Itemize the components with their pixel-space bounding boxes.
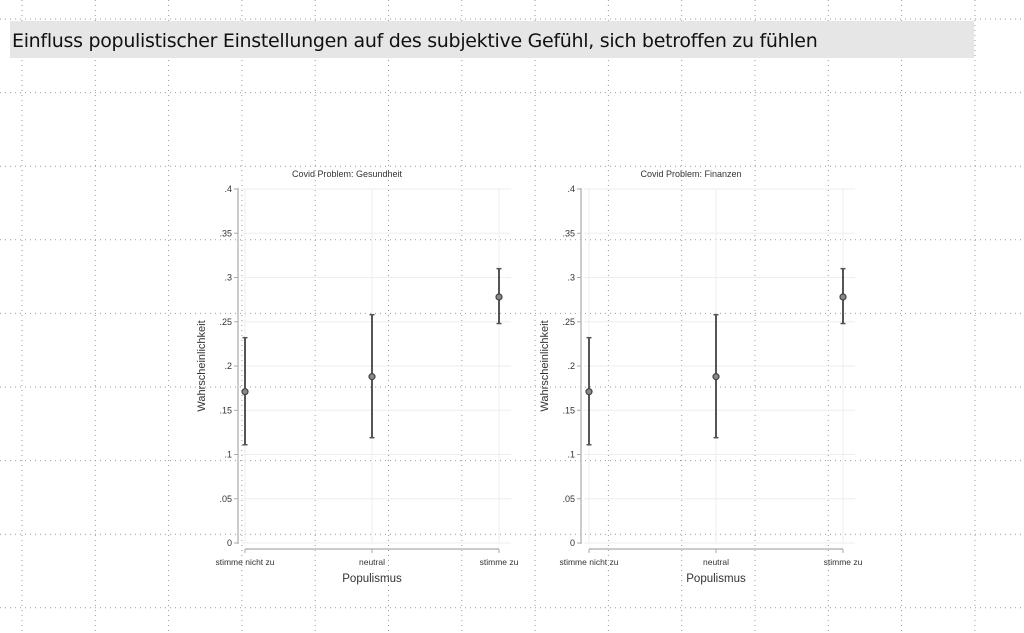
- y-tick-label: .05: [562, 494, 575, 504]
- y-tick-label: .15: [219, 405, 232, 415]
- x-tick-label: stimme zu: [824, 557, 863, 567]
- y-tick-label: .15: [562, 405, 575, 415]
- y-tick-label: .4: [224, 184, 232, 194]
- y-tick-label: .4: [567, 184, 575, 194]
- y-tick-label: .1: [567, 450, 575, 460]
- y-tick-label: .35: [219, 228, 232, 238]
- data-point: [495, 293, 503, 301]
- chart-panel-2: 0 .05 .1 .15 .2 .25 .3 .35 .4 stimme nicht zu neut…: [539, 169, 863, 585]
- y-tick-label: .3: [567, 273, 575, 283]
- data-point: [712, 373, 720, 381]
- y-tick-label: 0: [570, 538, 575, 548]
- x-tick-label: stimme zu: [480, 557, 519, 567]
- y-tick-label: .2: [224, 361, 232, 371]
- chart-title: Covid Problem: Gesundheit: [292, 169, 403, 179]
- chart-title: Covid Problem: Finanzen: [640, 169, 741, 179]
- y-tick-label: .1: [224, 450, 232, 460]
- y-tick-label: .25: [562, 317, 575, 327]
- x-axis-label: Populismus: [342, 573, 402, 585]
- y-tick-label: .25: [219, 317, 232, 327]
- y-axis-label: Wahrscheinlichkeit: [196, 320, 208, 411]
- x-tick-label: stimme nicht zu: [559, 557, 618, 567]
- y-tick-label: .2: [567, 361, 575, 371]
- x-axis-label: Populismus: [686, 573, 746, 585]
- data-point: [839, 293, 847, 301]
- y-tick-label: 0: [227, 538, 232, 548]
- y-axis-label: Wahrscheinlichkeit: [539, 320, 551, 411]
- data-point: [241, 388, 249, 396]
- x-tick-label: stimme nicht zu: [215, 557, 274, 567]
- x-tick-label: neutral: [359, 557, 385, 567]
- y-tick-label: .3: [224, 273, 232, 283]
- data-point: [368, 373, 376, 381]
- y-tick-label: .35: [562, 228, 575, 238]
- y-tick-label: .05: [219, 494, 232, 504]
- x-tick-label: neutral: [703, 557, 729, 567]
- slide-title: Einfluss populistischer Einstellungen au…: [12, 30, 818, 52]
- slide-title-bar: [10, 21, 974, 58]
- data-point: [585, 388, 593, 396]
- chart-panel-1: 0 .05 .1 .15 .2 .25 .3 .35 .4 stimme nicht zu neut…: [196, 169, 519, 585]
